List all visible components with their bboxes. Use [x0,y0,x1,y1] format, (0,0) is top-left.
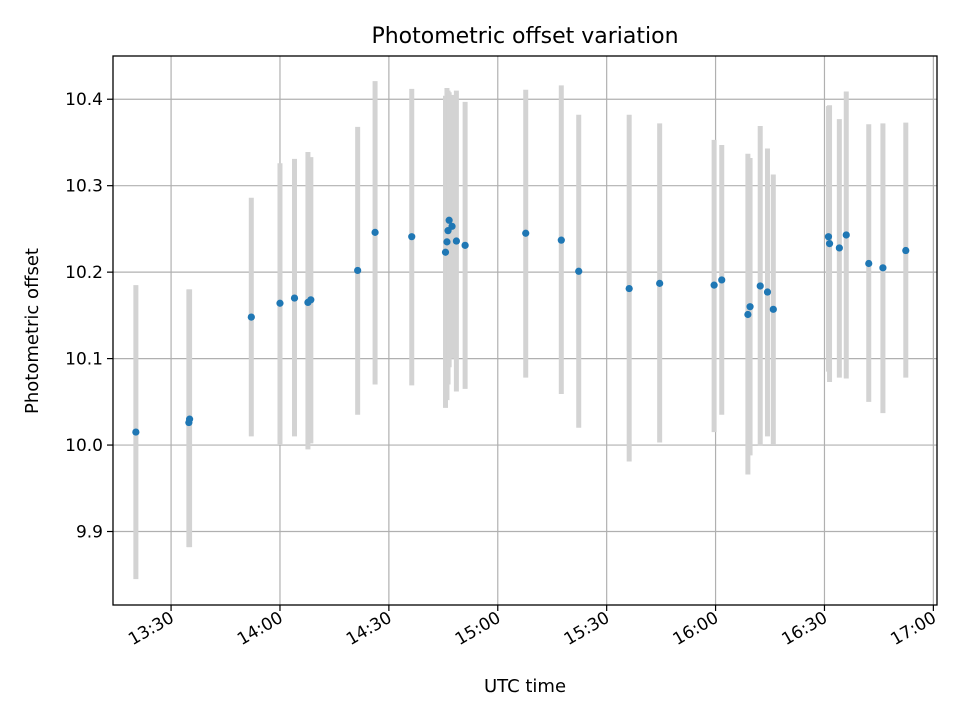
data-point [575,267,583,275]
data-point [408,233,416,241]
y-tick-label: 10.4 [65,90,103,110]
data-point [824,233,833,241]
axis-ticks [107,98,934,611]
data-point [247,313,255,321]
x-tick-label: 17:00 [887,608,939,650]
y-tick-label: 10.1 [65,350,103,370]
data-point [879,264,887,272]
data-point [825,240,834,248]
data-point [290,294,299,302]
data-point [835,244,843,252]
data-point [443,238,451,246]
plot-frame [112,55,938,606]
data-point [371,228,379,236]
data-point [763,288,772,296]
data-point [756,282,764,290]
data-point [625,284,633,293]
chart-title: Photometric offset variation [371,24,678,49]
data-point [718,276,726,284]
x-tick-label: 15:00 [452,608,504,650]
data-point [744,310,752,319]
error-bars [133,81,909,580]
x-tick-label: 14:30 [343,608,395,650]
x-tick-label: 14:00 [234,608,286,650]
data-point [865,259,873,268]
y-tick-label: 10.2 [65,263,103,283]
data-point [557,236,565,244]
data-point [354,266,362,275]
data-point [445,216,453,224]
x-tick-label: 13:30 [125,608,177,650]
x-axis-label: UTC time [484,676,566,697]
data-point [276,299,284,307]
data-point [132,428,140,436]
y-axis-label: Photometric offset [22,248,43,414]
data-point [746,303,754,311]
data-point [448,222,456,230]
y-tick-label: 10.0 [65,436,103,456]
data-point [902,246,910,255]
x-tick-label: 15:30 [561,608,613,650]
data-point [441,248,450,256]
y-tick-labels: 9.9 10.0 10.1 10.2 10.3 10.4 [65,90,103,542]
data-point [185,415,194,423]
y-tick-label: 10.3 [65,177,103,197]
data-point [656,279,664,287]
x-tick-label: 16:30 [779,608,831,650]
data-point [461,241,469,249]
data-point [452,237,460,245]
x-tick-label: 16:00 [670,608,722,650]
x-tick-labels: 13:30 14:00 14:30 15:00 15:30 16:00 16:30 17:00 [125,608,940,650]
data-point [307,296,315,304]
data-points [132,216,910,436]
data-point [769,305,777,313]
data-point [710,281,718,289]
data-point [522,229,530,237]
y-tick-label: 9.9 [76,523,103,543]
data-point [842,231,850,239]
